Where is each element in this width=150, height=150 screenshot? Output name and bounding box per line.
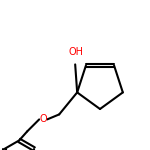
Text: O: O: [39, 114, 47, 124]
Text: OH: OH: [69, 47, 84, 57]
